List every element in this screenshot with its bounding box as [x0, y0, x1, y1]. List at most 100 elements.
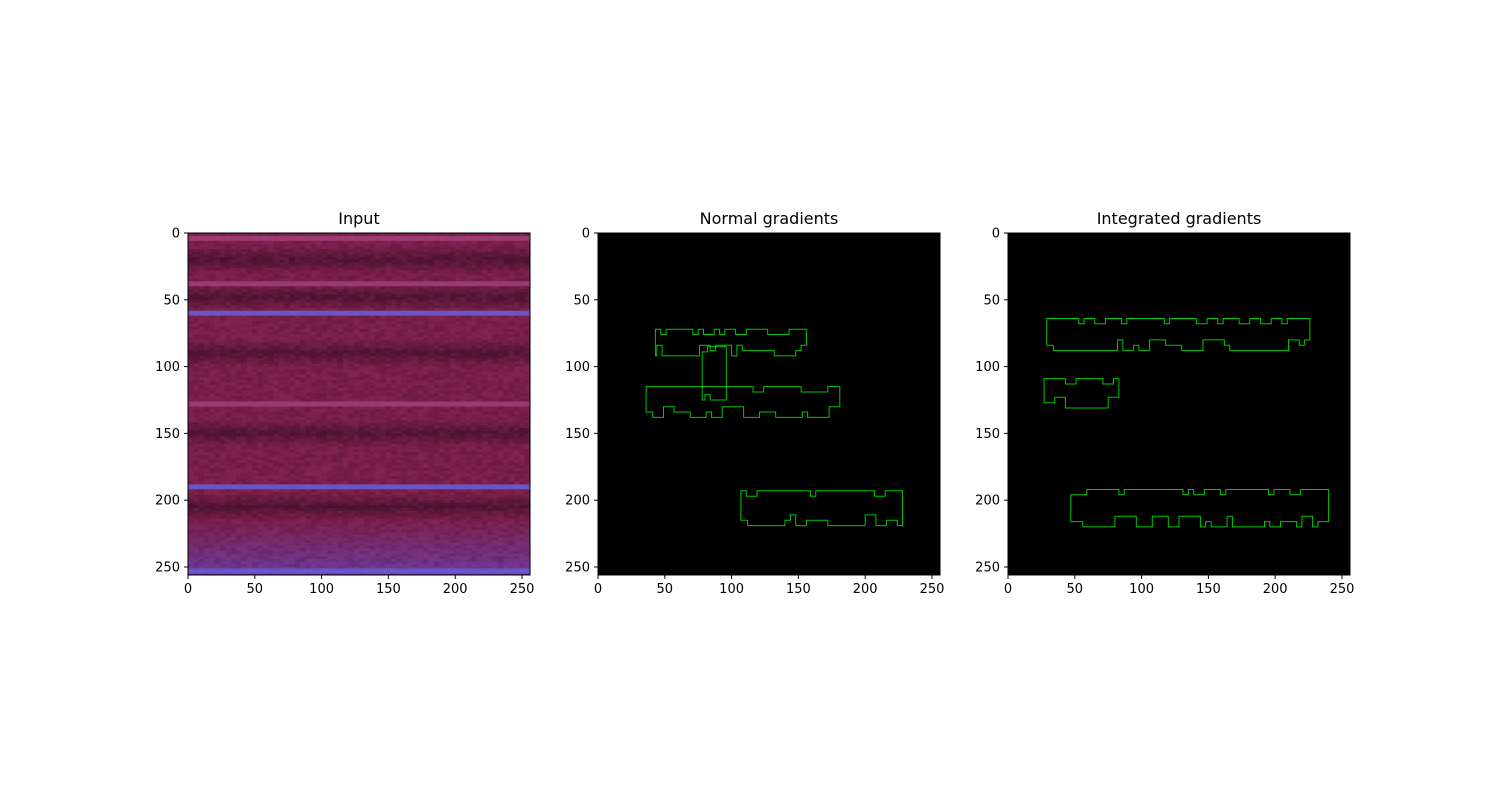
image-cell — [385, 358, 392, 362]
image-cell — [353, 379, 360, 384]
image-cell — [209, 297, 216, 301]
image-cell — [481, 398, 488, 402]
image-cell — [310, 291, 317, 295]
image-cell — [348, 409, 355, 413]
image-cell — [471, 412, 478, 416]
image-cell — [364, 398, 371, 402]
image-cell — [289, 371, 296, 376]
image-cell — [220, 385, 226, 389]
image-cell — [305, 350, 312, 354]
image-cell — [209, 299, 216, 303]
image-cell — [273, 371, 280, 376]
image-cell — [524, 249, 531, 253]
image-cell — [455, 387, 462, 392]
image-cell — [375, 438, 381, 442]
image-cell — [332, 251, 339, 255]
image-cell — [481, 334, 488, 338]
image-cell — [188, 414, 194, 418]
image-cell — [230, 371, 237, 376]
image-cell — [310, 243, 317, 247]
image-cell — [380, 436, 387, 440]
image-cell — [342, 294, 349, 298]
image-cell — [225, 417, 232, 421]
image-cell — [257, 353, 264, 357]
image-cell — [193, 414, 200, 418]
image-cell — [268, 409, 274, 413]
image-cell — [332, 420, 339, 424]
image-cell — [284, 326, 291, 330]
image-cell — [412, 246, 419, 250]
image-cell — [209, 326, 216, 330]
image-cell — [380, 425, 387, 429]
image-cell — [471, 318, 478, 322]
image-cell — [236, 393, 242, 397]
image-cell — [353, 329, 360, 333]
image-cell — [391, 361, 397, 365]
image-cell — [246, 425, 253, 429]
image-cell — [503, 275, 510, 279]
image-cell — [524, 334, 531, 338]
image-cell — [262, 433, 269, 437]
image-cell — [353, 353, 360, 357]
image-cell — [391, 251, 397, 255]
image-cell — [241, 249, 248, 253]
image-cell — [230, 417, 237, 421]
image-cell — [508, 241, 515, 245]
image-cell — [423, 241, 429, 245]
image-cell — [225, 270, 232, 274]
image-cell — [353, 345, 360, 349]
image-cell — [460, 438, 467, 442]
image-cell — [326, 420, 333, 424]
image-cell — [524, 366, 531, 370]
image-cell — [476, 305, 483, 309]
image-cell — [465, 267, 472, 271]
image-cell — [252, 233, 258, 237]
image-cell — [369, 249, 376, 253]
image-cell — [481, 363, 488, 368]
image-cell — [492, 323, 499, 328]
image-cell — [193, 273, 200, 277]
image-cell — [396, 278, 403, 282]
image-cell — [225, 366, 232, 370]
image-cell — [460, 331, 467, 336]
image-cell — [268, 347, 274, 352]
image-cell — [337, 262, 344, 266]
image-cell — [476, 369, 483, 373]
image-cell — [481, 420, 488, 424]
image-cell — [519, 254, 526, 258]
image-cell — [465, 323, 472, 328]
image-cell — [503, 302, 510, 306]
image-cell — [364, 289, 371, 293]
image-cell — [321, 262, 328, 266]
image-cell — [481, 412, 488, 416]
image-cell — [508, 251, 515, 255]
image-cell — [289, 318, 296, 322]
image-cell — [305, 241, 312, 245]
image-cell — [332, 302, 339, 306]
image-cell — [417, 438, 424, 442]
image-cell — [375, 246, 381, 250]
image-cell — [294, 326, 301, 330]
image-cell — [423, 243, 429, 247]
image-cell — [364, 414, 371, 418]
image-cell — [476, 273, 483, 277]
image-cell — [497, 350, 504, 354]
image-cell — [476, 307, 483, 311]
image-cell — [300, 243, 307, 247]
image-cell — [198, 441, 205, 445]
image-cell — [262, 294, 269, 298]
image-cell — [359, 395, 365, 400]
image-cell — [465, 369, 472, 373]
image-cell — [417, 299, 424, 303]
image-cell — [476, 425, 483, 429]
image-cell — [503, 315, 510, 319]
image-cell — [230, 246, 237, 250]
image-cell — [497, 331, 504, 336]
image-cell — [497, 425, 504, 429]
image-cell — [503, 265, 510, 269]
image-cell — [316, 267, 323, 271]
image-cell — [337, 406, 344, 410]
image-cell — [428, 345, 435, 349]
image-cell — [316, 433, 323, 437]
image-cell — [214, 257, 221, 261]
